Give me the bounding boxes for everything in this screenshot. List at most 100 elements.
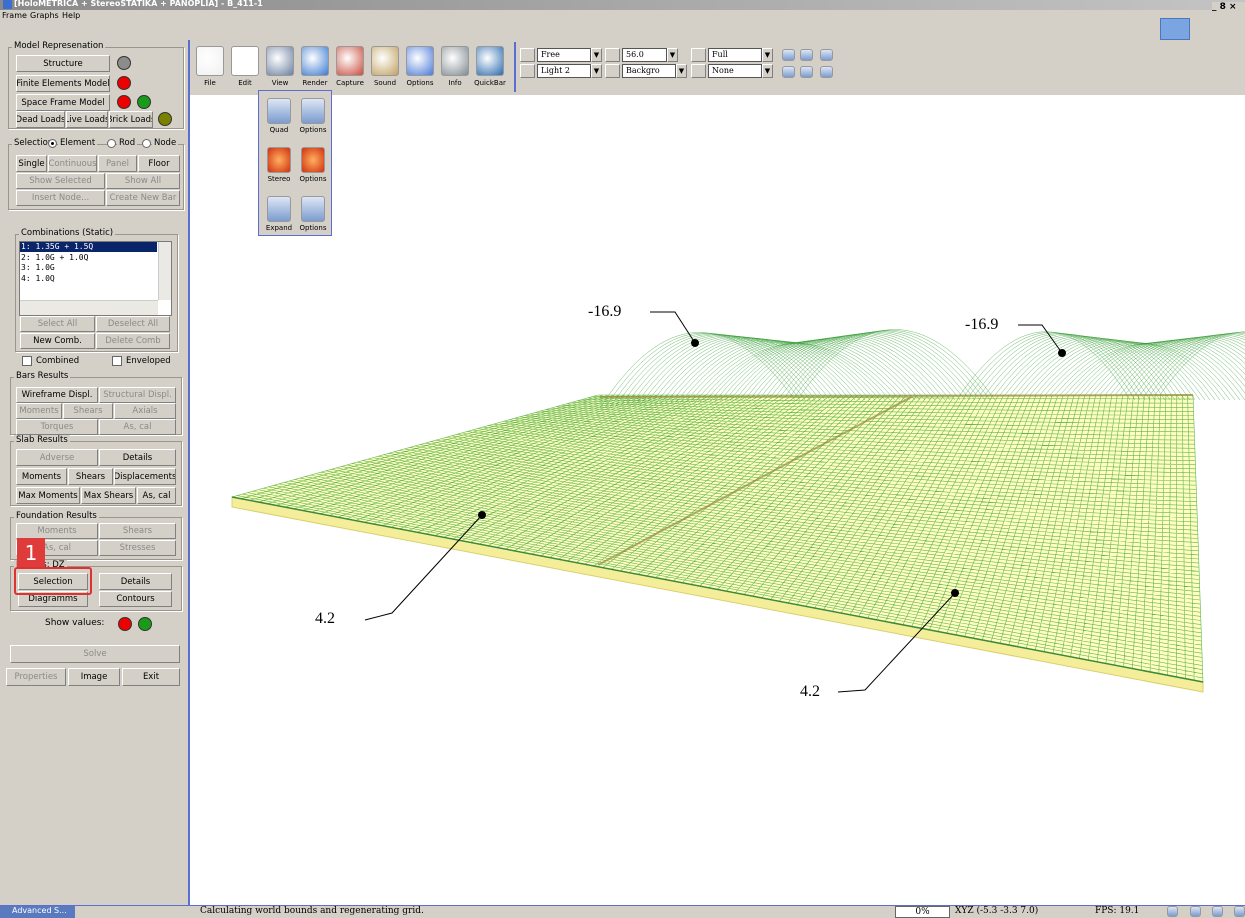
button[interactable]: Details (99, 573, 172, 590)
button[interactable]: Space Frame Model (16, 94, 110, 111)
radio-button[interactable] (48, 139, 57, 148)
dropdown[interactable]: Full (708, 48, 762, 62)
menu-label[interactable]: Options (299, 175, 327, 183)
dropdown-arrow[interactable]: ▼ (676, 64, 687, 78)
toolbar-icon[interactable] (371, 46, 399, 76)
toolbar-small-icon[interactable] (820, 66, 833, 78)
toolbar-small-icon[interactable] (782, 66, 795, 78)
dropdown-arrow[interactable]: ▼ (591, 48, 602, 62)
button[interactable]: Structural Displ. (99, 387, 176, 403)
toolbar-icon[interactable] (336, 46, 364, 76)
toolbar-label[interactable]: Info (448, 79, 462, 87)
toolbar-label[interactable]: View (271, 79, 289, 87)
button[interactable]: Diagramms (18, 591, 88, 607)
dropdown[interactable]: Backgro (622, 64, 676, 78)
toolbar-label[interactable]: Edit (238, 79, 252, 87)
menu-item[interactable]: Help (62, 11, 81, 20)
button[interactable]: Shears (68, 468, 113, 485)
menu-icon[interactable] (267, 98, 291, 124)
button[interactable]: Contours (99, 591, 172, 607)
button[interactable]: Stresses (99, 540, 176, 556)
toolbar-label[interactable]: Render (302, 79, 328, 87)
button[interactable]: Create New Bar (106, 190, 180, 206)
button[interactable]: Image (68, 668, 120, 686)
status-icon[interactable] (1190, 906, 1201, 917)
dropdown[interactable]: None (708, 64, 762, 78)
button[interactable]: Select All (20, 316, 95, 332)
button[interactable]: Deselect All (96, 316, 170, 332)
toolbar-icon[interactable] (406, 46, 434, 76)
list-item[interactable]: 2: 1.0G + 1.0Q (21, 252, 89, 262)
spin-button[interactable] (520, 64, 535, 78)
status-icon[interactable] (1167, 906, 1178, 917)
button[interactable]: Brick Loads (109, 111, 153, 128)
button[interactable]: Torques (16, 419, 98, 435)
toolbar-label[interactable]: File (204, 79, 216, 87)
button[interactable]: New Comb. (20, 333, 95, 349)
dropdown[interactable]: Light 2 (537, 64, 591, 78)
button[interactable]: Live Loads (66, 111, 108, 128)
dropdown-arrow[interactable]: ▼ (762, 64, 773, 78)
toolbar-icon[interactable] (476, 46, 504, 76)
menu-label[interactable]: Expand (265, 224, 293, 232)
menu-icon[interactable] (301, 98, 325, 124)
toolbar-label[interactable]: Capture (336, 79, 364, 87)
window-controls[interactable]: _ 8 × (1212, 2, 1245, 14)
button[interactable]: Moments (16, 403, 62, 419)
button[interactable]: Adverse (16, 449, 98, 466)
button[interactable]: Show Selected (16, 173, 105, 189)
button[interactable]: Finite Elements Model (16, 75, 110, 92)
checkbox[interactable] (112, 356, 122, 366)
spin-button[interactable] (691, 48, 706, 62)
button[interactable]: Shears (63, 403, 113, 419)
button[interactable]: As, cal (99, 419, 176, 435)
button[interactable]: As, cal (137, 487, 176, 504)
menu-icon[interactable] (301, 196, 325, 222)
button[interactable]: Moments (16, 523, 98, 539)
button[interactable]: Properties (6, 668, 66, 686)
toolbar-small-icon[interactable] (820, 49, 833, 61)
toolbar-icon[interactable] (266, 46, 294, 76)
dropdown-arrow[interactable]: ▼ (667, 48, 678, 62)
button[interactable]: Floor (138, 155, 180, 172)
button[interactable]: Max Moments (16, 487, 80, 504)
menu-item[interactable]: Graphs (30, 11, 59, 20)
button[interactable]: Selection (18, 573, 88, 590)
button[interactable]: Max Shears (81, 487, 136, 504)
button[interactable]: Axials (114, 403, 176, 419)
scrollbar[interactable] (158, 242, 171, 300)
status-icon[interactable] (1234, 906, 1245, 917)
spin-button[interactable] (520, 48, 535, 62)
button[interactable]: Details (99, 449, 176, 466)
toolbar-label[interactable]: QuickBar (474, 79, 506, 87)
dropdown-arrow[interactable]: ▼ (591, 64, 602, 78)
toolbar-icon[interactable] (196, 46, 224, 76)
toolbar-small-icon[interactable] (800, 49, 813, 61)
menu-icon[interactable] (267, 196, 291, 222)
button[interactable]: Displacements (114, 468, 176, 485)
dropdown-arrow[interactable]: ▼ (762, 48, 773, 62)
dropdown[interactable]: Free (537, 48, 591, 62)
list-item[interactable]: 1: 1.35G + 1.5Q (20, 242, 157, 252)
toolbar-icon[interactable] (301, 46, 329, 76)
menu-label[interactable]: Quad (269, 126, 289, 134)
menu-icon[interactable] (267, 147, 291, 173)
toolbar-label[interactable]: Sound (373, 79, 397, 87)
button[interactable]: Delete Comb (96, 333, 170, 349)
button[interactable]: Moments (16, 468, 67, 485)
radio-button[interactable] (107, 139, 116, 148)
button[interactable]: Solve (10, 645, 180, 663)
menu-icon[interactable] (301, 147, 325, 173)
scrollbar[interactable] (20, 300, 158, 315)
button[interactable]: Structure (16, 55, 110, 72)
spin-button[interactable] (691, 64, 706, 78)
menu-label[interactable]: Options (299, 126, 327, 134)
button[interactable]: Wireframe Displ. (16, 387, 98, 403)
menu-label[interactable]: Stereo (267, 175, 291, 183)
button[interactable]: Shears (99, 523, 176, 539)
spin-button[interactable] (605, 48, 620, 62)
menu-item[interactable]: Frame (2, 11, 27, 20)
button[interactable]: Continuous (48, 155, 97, 172)
button[interactable]: Panel (98, 155, 137, 172)
status-icon[interactable] (1212, 906, 1223, 917)
